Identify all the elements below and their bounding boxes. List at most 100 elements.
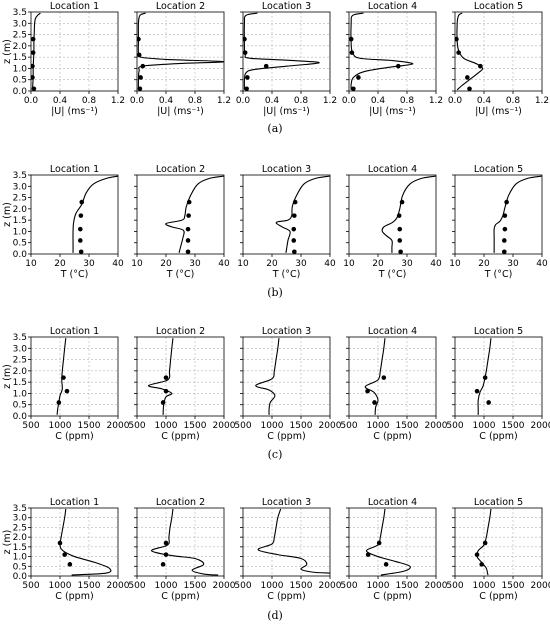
x-tick-label: 1000	[261, 421, 284, 431]
x-axis-label: T (°C)	[166, 269, 195, 280]
panel-title: Location 1	[50, 326, 99, 337]
x-tick-label: 1000	[155, 421, 178, 431]
x-tick-label: 1.2	[429, 96, 443, 106]
row-caption: (a)	[267, 122, 282, 135]
y-tick-label: 0.5	[13, 76, 27, 86]
y-tick-label: 1.0	[13, 227, 28, 237]
x-tick-label: 1500	[184, 421, 207, 431]
data-point	[62, 552, 67, 557]
data-point	[57, 540, 63, 546]
data-point	[486, 400, 491, 405]
panel-title: Location 4	[368, 326, 417, 337]
data-point	[351, 86, 356, 91]
y-tick-label: 0.0	[13, 572, 28, 582]
chart-row: 500 1000 1500 2000 0.00.5 1.01.52.02.5 3.03.5 L…	[2, 326, 550, 461]
plot-frame	[30, 507, 119, 577]
x-tick-label: 30	[189, 259, 201, 269]
profile-line	[148, 338, 174, 415]
x-tick-label: 0.8	[82, 96, 97, 106]
x-tick-label: 40	[218, 259, 230, 269]
chart-panel: 500 1000 1500 20000.00.51.01.52.02.53.03.5L…	[2, 326, 130, 442]
data-point	[456, 50, 461, 55]
data-point	[138, 75, 143, 80]
chart-panel: 500 1000 1500 2000 Location 4 C (ppm)	[340, 326, 447, 442]
data-point	[502, 238, 507, 243]
chart-panel: 0.0 0.4 0.8 1.20.00.51.01.52.02.53.03.5Loca…	[2, 1, 125, 117]
plot-frame	[30, 174, 119, 255]
data-point	[349, 50, 355, 55]
profile-line	[72, 175, 118, 253]
chart-row: 0.0 0.4 0.8 1.20.00.51.01.52.02.53.03.5Loca…	[2, 1, 549, 135]
row-caption: (b)	[267, 286, 283, 299]
x-tick-label: 2000	[319, 421, 342, 431]
y-tick-label: 1.0	[13, 64, 28, 74]
plot-frame	[242, 11, 331, 92]
panel-title: Location 1	[50, 164, 99, 175]
data-point	[381, 375, 387, 380]
data-point	[504, 199, 509, 205]
plot-frame	[348, 174, 437, 255]
data-point	[78, 249, 84, 254]
panel-title: Location 2	[156, 326, 205, 337]
x-axis-label: C (ppm)	[267, 591, 305, 602]
x-tick-label: 20	[160, 259, 172, 269]
x-tick-label: 30	[83, 259, 95, 269]
y-tick-label: 1.5	[13, 53, 27, 63]
chart-panel: 0.0 0.4 0.8 1.2 Location 3 |U| (ms⁻¹)	[236, 1, 337, 117]
data-point	[263, 63, 269, 69]
data-point	[399, 199, 405, 205]
data-point	[79, 199, 85, 205]
data-point	[482, 375, 488, 380]
data-point	[31, 36, 36, 42]
data-point	[163, 552, 169, 557]
data-point	[383, 562, 389, 567]
x-tick-label: 1500	[184, 581, 207, 591]
y-tick-label: 2.0	[13, 42, 28, 52]
panel-title: Location 2	[156, 164, 205, 175]
data-point	[61, 375, 66, 380]
x-tick-label: 0.0	[130, 96, 145, 106]
panel-title: Location 1	[50, 497, 99, 508]
y-tick-label: 2.0	[13, 533, 28, 543]
x-tick-label: 1.2	[323, 96, 337, 106]
profile-line	[477, 338, 492, 415]
data-point	[356, 75, 361, 80]
x-tick-label: 0.8	[294, 96, 309, 106]
y-tick-label: 1.0	[13, 553, 28, 563]
x-tick-label: 10	[237, 259, 249, 269]
x-tick-label: 0.4	[371, 96, 386, 106]
data-point	[163, 540, 169, 546]
chart-panel: 10 20 30 40 Location 4 T (°C)	[343, 164, 442, 280]
panel-title: Location 5	[474, 164, 523, 175]
plot-frame	[454, 336, 543, 417]
chart-panel: 500 1000 1500 2000 Location 3 C (ppm)	[234, 326, 341, 442]
x-tick-label: 1000	[367, 581, 390, 591]
y-tick-label: 3.0	[13, 19, 28, 29]
x-axis-label: C (ppm)	[479, 591, 517, 602]
chart-panel: 500 1000 1500 20000.00.51.01.52.02.53.03.5L…	[2, 497, 130, 602]
chart-panel: 500 1000 1500 2000 Location 2 C (ppm)	[128, 497, 235, 602]
y-tick-label: 0.0	[13, 250, 28, 260]
chart-panel: 10 20 30 40 Location 5 T (°C)	[449, 164, 548, 280]
y-tick-label: 1.0	[13, 389, 28, 399]
x-axis-label: C (ppm)	[161, 591, 199, 602]
data-point	[243, 50, 248, 55]
data-point	[31, 63, 35, 69]
panel-title: Location 5	[474, 326, 523, 337]
x-tick-label: 1500	[78, 421, 101, 431]
panel-title: Location 4	[368, 497, 417, 508]
y-tick-label: 0.5	[13, 239, 27, 249]
data-point	[376, 540, 382, 546]
plot-frame	[242, 174, 331, 255]
x-tick-label: 2000	[213, 581, 236, 591]
x-tick-label: 2000	[531, 581, 550, 591]
x-tick-label: 1000	[49, 581, 72, 591]
x-tick-label: 40	[430, 259, 442, 269]
data-point	[78, 226, 83, 232]
x-axis-label: |U| (ms⁻¹)	[369, 106, 416, 117]
data-point	[397, 226, 403, 232]
x-tick-label: 0.0	[24, 96, 39, 106]
y-tick-label: 3.5	[13, 171, 27, 181]
data-point	[140, 63, 146, 69]
y-tick-label: 2.0	[13, 205, 28, 215]
